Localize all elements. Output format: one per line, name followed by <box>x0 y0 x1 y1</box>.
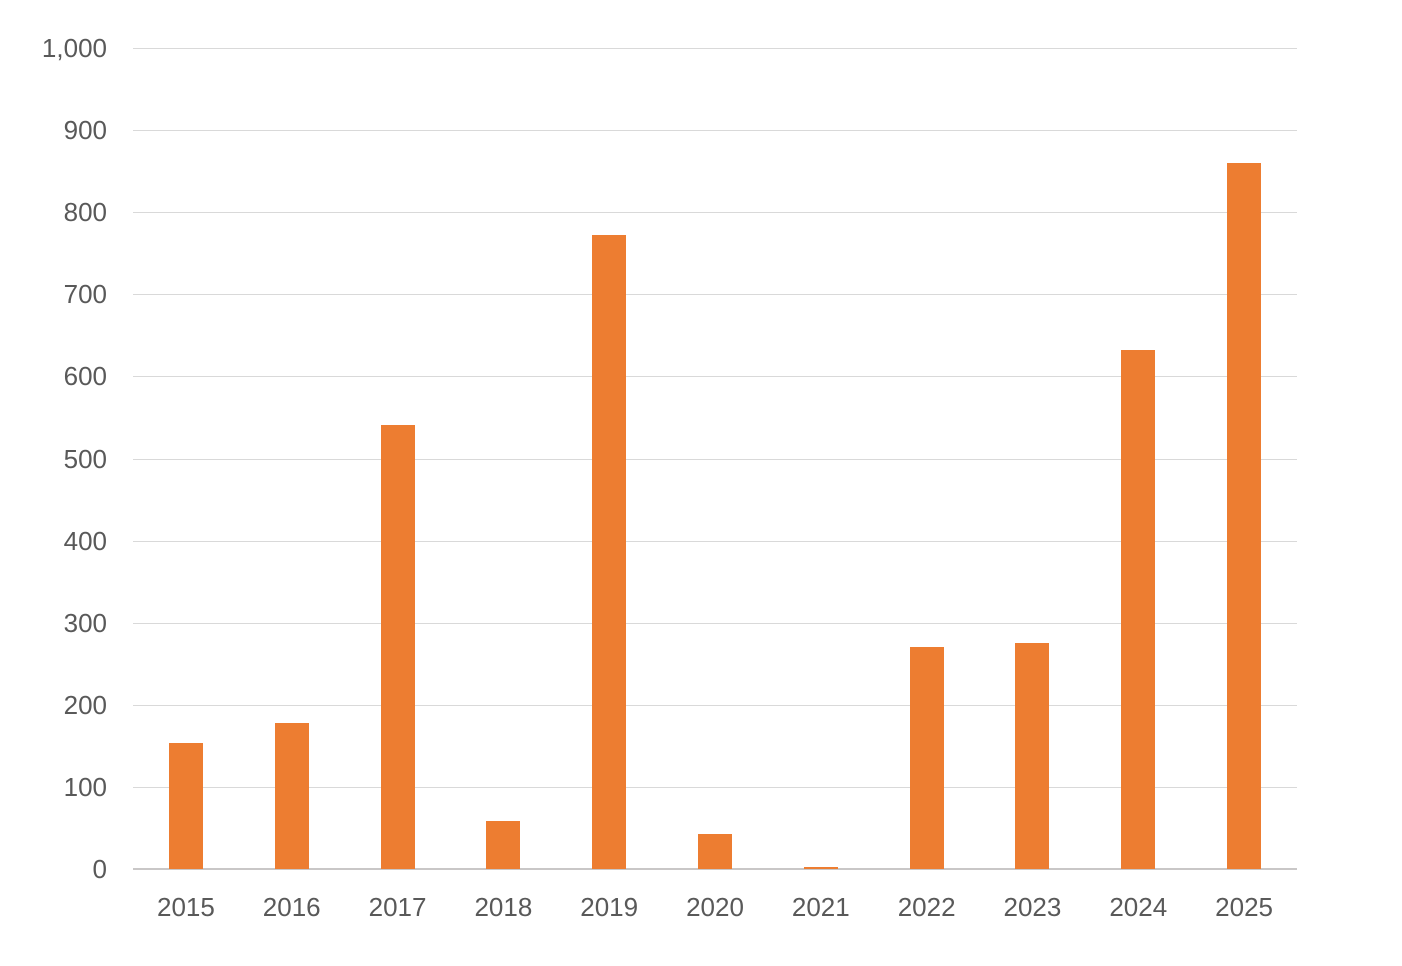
y-tick-label-200: 200 <box>63 689 107 720</box>
bar-2016 <box>274 722 309 869</box>
gridline-500 <box>133 458 1297 460</box>
y-tick-label-100: 100 <box>63 771 107 802</box>
x-tick-label-2020: 2020 <box>686 892 744 922</box>
bar-2023 <box>1015 643 1050 869</box>
bar-2021 <box>803 867 838 869</box>
bar-2022 <box>909 647 944 869</box>
bar-2015 <box>168 743 203 869</box>
gridline-1000 <box>133 48 1297 49</box>
gridline-900 <box>133 130 1297 132</box>
bar-2017 <box>380 424 415 869</box>
bar-2019 <box>592 235 627 869</box>
bar-2018 <box>486 821 521 869</box>
gridline-800 <box>133 212 1297 214</box>
x-tick-label-2016: 2016 <box>262 892 321 922</box>
y-tick-label-1000: 1,000 <box>41 33 107 63</box>
bar-2025 <box>1227 162 1262 869</box>
x-tick-label-2015: 2015 <box>156 892 215 922</box>
bar-2020 <box>698 833 732 869</box>
x-tick-label-2018: 2018 <box>474 892 533 922</box>
x-tick-label-2021: 2021 <box>791 892 850 922</box>
gridline-100 <box>133 786 1297 788</box>
x-tick-label-2024: 2024 <box>1109 892 1168 922</box>
x-tick-label-2022: 2022 <box>897 892 956 922</box>
y-tick-label-800: 800 <box>63 197 107 228</box>
y-tick-label-0: 0 <box>92 854 107 884</box>
y-tick-label-900: 900 <box>63 115 107 146</box>
y-tick-label-700: 700 <box>63 279 107 310</box>
x-tick-label-2019: 2019 <box>580 892 639 922</box>
gridline-300 <box>133 622 1297 624</box>
gridline-400 <box>133 540 1297 542</box>
x-tick-label-2017: 2017 <box>368 892 427 922</box>
y-tick-label-500: 500 <box>63 443 107 474</box>
y-tick-label-400: 400 <box>63 525 107 556</box>
x-axis-line <box>133 868 1297 870</box>
x-tick-label-2025: 2025 <box>1215 892 1273 922</box>
gridline-600 <box>133 376 1297 378</box>
gridline-200 <box>133 704 1297 706</box>
x-tick-label-2023: 2023 <box>1003 892 1062 922</box>
y-tick-label-300: 300 <box>63 607 107 638</box>
y-tick-label-600: 600 <box>63 361 107 392</box>
gridline-700 <box>133 294 1297 296</box>
bar-2024 <box>1121 350 1156 869</box>
